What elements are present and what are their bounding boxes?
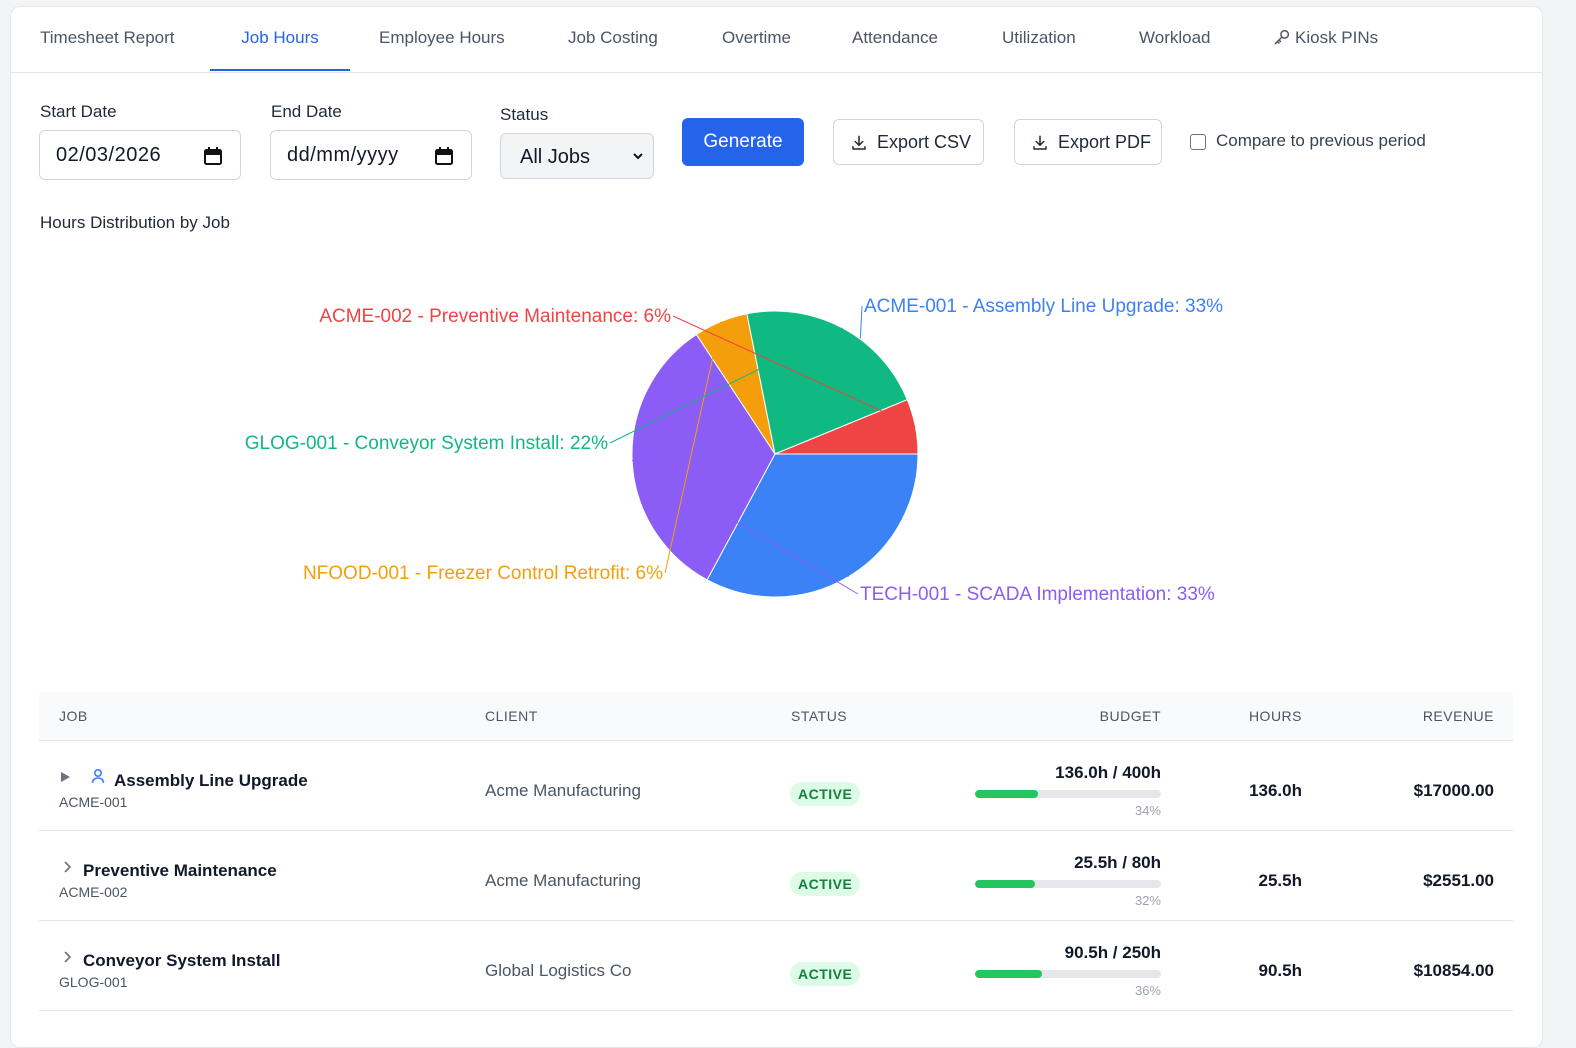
compare-label[interactable]: Compare to previous period	[1216, 131, 1426, 150]
key-icon	[1274, 29, 1290, 45]
export-csv-button[interactable]: Export CSV	[833, 119, 984, 165]
start-date-label: Start Date	[40, 102, 117, 121]
hours-value: 90.5h	[1258, 961, 1302, 980]
tab-job-hours[interactable]: Job Hours	[210, 7, 350, 71]
pie-leader-line	[672, 315, 916, 427]
job-name: Assembly Line Upgrade	[114, 771, 308, 790]
tab-employee-hours[interactable]: Employee Hours	[379, 28, 505, 47]
header-job: JOB	[59, 708, 88, 724]
pie-slice-label: ACME-001 - Assembly Line Upgrade: 33%	[864, 296, 1223, 317]
job-code: ACME-002	[59, 884, 128, 900]
download-icon	[852, 135, 866, 150]
pie-leader-line	[609, 327, 843, 444]
pie-leader-line	[664, 321, 722, 574]
budget-percent: 36%	[1134, 983, 1161, 998]
tab-attendance[interactable]: Attendance	[852, 28, 939, 47]
start-date-value: 02/03/2026	[56, 144, 162, 166]
pie-slice-label: GLOG-001 - Conveyor System Install: 22%	[245, 433, 608, 454]
budget-progress-fill	[975, 880, 1035, 888]
user-icon	[91, 768, 105, 784]
client-name: Global Logistics Co	[485, 961, 632, 980]
tab-timesheet-report[interactable]: Timesheet Report	[40, 28, 175, 47]
end-date-value: dd/mm/yyyy	[287, 144, 399, 166]
report-card: Timesheet Report Job Hours Employee Hour…	[10, 6, 1543, 1048]
header-revenue: REVENUE	[1422, 708, 1494, 724]
job-name: Preventive Maintenance	[83, 861, 277, 880]
budget-progress-bar	[975, 880, 1161, 888]
budget-text: 136.0h / 400h	[1055, 763, 1161, 782]
revenue-value: $17000.00	[1413, 781, 1494, 800]
status-badge: ACTIVE	[790, 962, 861, 986]
calendar-icon[interactable]	[204, 147, 222, 165]
job-code: ACME-001	[59, 794, 128, 810]
export-pdf-button[interactable]: Export PDF	[1014, 119, 1162, 165]
pie-slice-label: TECH-001 - SCADA Implementation: 33%	[860, 584, 1215, 605]
tab-workload[interactable]: Workload	[1139, 28, 1211, 47]
pie-chart: ACME-001 - Assembly Line Upgrade: 33% TEC…	[245, 296, 1223, 605]
export-csv-label: Export CSV	[877, 132, 972, 152]
calendar-icon[interactable]	[435, 147, 453, 165]
table-row[interactable]: Preventive Maintenance ACME-002 Acme Man…	[39, 831, 1513, 921]
table-header: JOB CLIENT STATUS BUDGET HOURS REVENUE	[39, 692, 1513, 741]
status-badge: ACTIVE	[790, 782, 861, 806]
budget-percent: 34%	[1134, 803, 1161, 818]
hours-value: 136.0h	[1249, 781, 1302, 800]
tab-bar: Timesheet Report Job Hours Employee Hour…	[11, 7, 1542, 73]
chart-heading: Hours Distribution by Job	[40, 213, 230, 232]
download-icon	[1033, 135, 1047, 150]
budget-progress-bar	[975, 790, 1161, 798]
budget-text: 25.5h / 80h	[1074, 853, 1161, 872]
budget-text: 90.5h / 250h	[1064, 943, 1161, 962]
tab-job-costing[interactable]: Job Costing	[568, 28, 658, 47]
tab-utilization[interactable]: Utilization	[1002, 28, 1076, 47]
pie-leader-line	[631, 459, 859, 595]
chevron-right-icon[interactable]	[63, 860, 73, 874]
job-code: GLOG-001	[59, 974, 128, 990]
header-budget: BUDGET	[1099, 708, 1161, 724]
header-client: CLIENT	[485, 708, 538, 724]
pie-slice[interactable]	[706, 453, 919, 598]
compare-checkbox[interactable]	[1190, 134, 1206, 150]
generate-button[interactable]: Generate	[682, 118, 804, 166]
budget-progress-bar	[975, 970, 1161, 978]
revenue-value: $2551.00	[1423, 871, 1494, 890]
table-row[interactable]: Assembly Line Upgrade ACME-001 Acme Manu…	[39, 741, 1513, 831]
client-name: Acme Manufacturing	[485, 781, 641, 800]
status-label: Status	[500, 105, 549, 124]
status-select[interactable]: All Jobs	[500, 133, 654, 179]
header-hours: HOURS	[1248, 708, 1302, 724]
tab-kiosk-pins-label: Kiosk PINs	[1295, 28, 1379, 47]
chevron-right-icon[interactable]	[63, 950, 73, 964]
export-pdf-label: Export PDF	[1058, 132, 1152, 152]
budget-progress-fill	[975, 790, 1039, 798]
hours-value: 25.5h	[1258, 871, 1302, 890]
budget-percent: 32%	[1134, 893, 1161, 908]
end-date-label: End Date	[271, 102, 342, 121]
client-name: Acme Manufacturing	[485, 871, 641, 890]
pie-slice-label: NFOOD-001 - Freezer Control Retrofit: 6%	[303, 563, 663, 584]
status-badge: ACTIVE	[790, 872, 861, 896]
status-select-value: All Jobs	[520, 146, 591, 168]
tab-overtime[interactable]: Overtime	[722, 28, 791, 47]
table-row[interactable]: Conveyor System Install GLOG-001 Global …	[39, 921, 1513, 1011]
budget-progress-fill	[975, 970, 1042, 978]
expand-triangle-icon[interactable]	[59, 771, 71, 783]
header-status: STATUS	[791, 708, 848, 724]
tab-kiosk-pins[interactable]: Kiosk PINs	[1273, 7, 1378, 71]
end-date-input[interactable]: dd/mm/yyyy	[270, 130, 472, 180]
pie-slice[interactable]	[631, 333, 776, 581]
revenue-value: $10854.00	[1413, 961, 1494, 980]
job-name: Conveyor System Install	[83, 951, 281, 970]
start-date-input[interactable]: 02/03/2026	[39, 130, 241, 180]
pie-slice-label: ACME-002 - Preventive Maintenance: 6%	[319, 306, 671, 327]
chevron-down-icon	[633, 153, 643, 160]
